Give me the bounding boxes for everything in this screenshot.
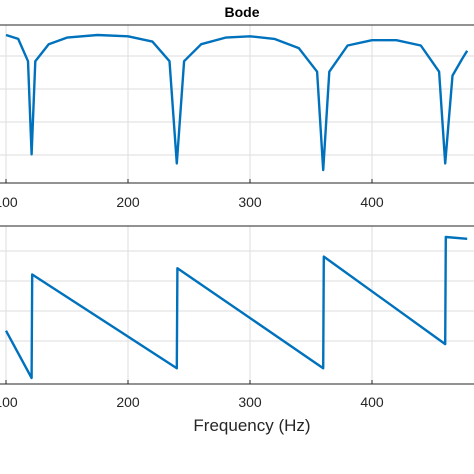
magnitude-grid xyxy=(0,25,474,183)
magnitude-series-line xyxy=(5,33,469,172)
x-tick-label: 400 xyxy=(360,194,384,210)
x-tick-label: 400 xyxy=(360,394,384,410)
x-axis-label: Frequency (Hz) xyxy=(193,416,310,435)
magnitude-x-tick-labels: 100 200 300 400 xyxy=(0,179,384,210)
x-tick-label: 300 xyxy=(238,194,262,210)
phase-axes-frame xyxy=(0,225,474,385)
x-tick-label: 300 xyxy=(238,394,262,410)
x-tick-label: 100 xyxy=(0,194,18,210)
magnitude-plot: 100 200 300 400 xyxy=(0,24,474,210)
x-tick-label: 100 xyxy=(0,394,18,410)
phase-grid xyxy=(0,226,474,384)
x-tick-label: 200 xyxy=(116,394,140,410)
phase-x-tick-labels: 100 200 300 400 xyxy=(0,380,384,410)
phase-plot: 100 200 300 400 xyxy=(0,225,474,410)
magnitude-axes-frame xyxy=(0,24,474,184)
chart-title: Bode xyxy=(225,4,260,20)
phase-series-line xyxy=(4,235,468,380)
x-tick-label: 200 xyxy=(116,194,140,210)
